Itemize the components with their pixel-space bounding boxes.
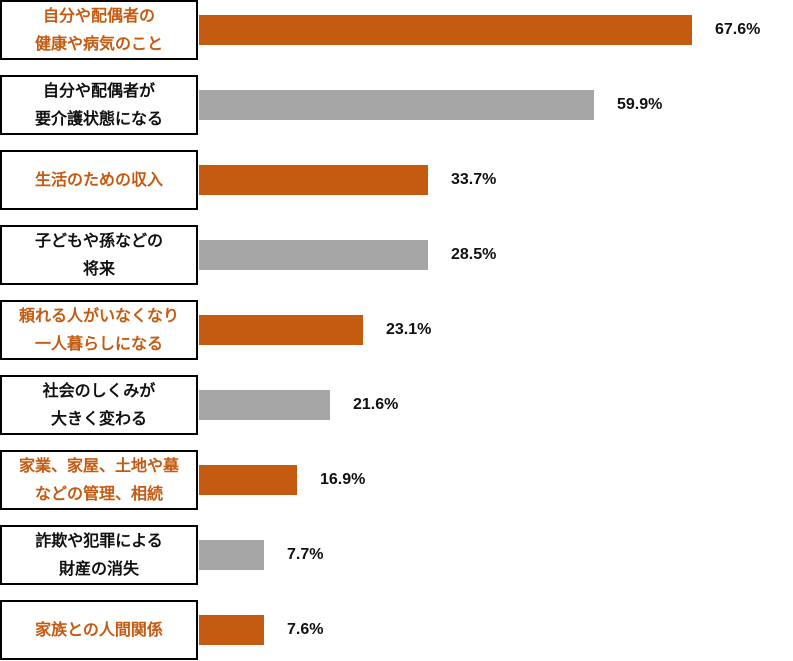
category-label-line: 社会のしくみが: [42, 381, 156, 400]
category-label-line: 一人暮らしになる: [34, 334, 163, 353]
category-label-line: 自分や配偶者が: [42, 81, 155, 100]
category-label-line: 家業、家屋、土地や墓: [18, 456, 179, 475]
chart-row: 家族との人間関係 7.6%: [0, 600, 793, 660]
category-label-box: 自分や配偶者の 健康や病気のこと: [0, 0, 198, 60]
category-label-line: 詐欺や犯罪による: [35, 531, 163, 550]
value-label: 23.1%: [386, 321, 432, 338]
value-label: 28.5%: [451, 246, 497, 263]
value-label: 33.7%: [451, 171, 497, 188]
category-label-line: などの管理、相続: [34, 484, 163, 503]
category-label-box: 頼れる人がいなくなり 一人暮らしになる: [0, 300, 198, 360]
category-label-line: 生活のための収入: [34, 170, 163, 189]
category-label-line: 家族との人間関係: [35, 620, 163, 639]
bar-orange: [199, 315, 363, 345]
category-label-line: 健康や病気のこと: [34, 34, 163, 53]
chart-row: 頼れる人がいなくなり 一人暮らしになる 23.1%: [0, 300, 793, 360]
chart-row: 詐欺や犯罪による 財産の消失 7.7%: [0, 525, 793, 585]
value-label: 7.6%: [287, 621, 324, 638]
category-label-box: 家族との人間関係: [0, 600, 198, 660]
chart-row: 自分や配偶者の 健康や病気のこと 67.6%: [0, 0, 793, 60]
chart-row: 自分や配偶者が 要介護状態になる 59.9%: [0, 75, 793, 135]
value-label: 7.7%: [287, 546, 324, 563]
category-label-line: 頼れる人がいなくなり: [18, 306, 179, 325]
chart-row: 家業、家屋、土地や墓 などの管理、相続 16.9%: [0, 450, 793, 510]
value-label: 16.9%: [320, 471, 366, 488]
bar-orange: [199, 165, 428, 195]
value-label: 59.9%: [617, 96, 663, 113]
chart-row: 生活のための収入 33.7%: [0, 150, 793, 210]
bar-orange: [199, 615, 264, 645]
category-label-box: 生活のための収入: [0, 150, 198, 210]
category-label-line: 将来: [82, 259, 115, 278]
bar-orange: [199, 465, 297, 495]
value-label: 21.6%: [353, 396, 399, 413]
category-label-line: 大きく変わる: [50, 409, 147, 428]
category-label-box: 家業、家屋、土地や墓 などの管理、相続: [0, 450, 198, 510]
bar-gray: [199, 390, 330, 420]
bar-orange: [199, 15, 692, 45]
category-label-line: 子どもや孫などの: [34, 231, 163, 250]
category-label-line: 自分や配偶者の: [42, 6, 155, 25]
category-label-box: 社会のしくみが 大きく変わる: [0, 375, 198, 435]
category-label-line: 要介護状態になる: [34, 109, 163, 128]
chart-row: 子どもや孫などの 将来 28.5%: [0, 225, 793, 285]
category-label-box: 子どもや孫などの 将来: [0, 225, 198, 285]
category-label-box: 自分や配偶者が 要介護状態になる: [0, 75, 198, 135]
category-label-line: 財産の消失: [58, 559, 139, 578]
bar-gray: [199, 540, 264, 570]
chart-row: 社会のしくみが 大きく変わる 21.6%: [0, 375, 793, 435]
category-label-box: 詐欺や犯罪による 財産の消失: [0, 525, 198, 585]
bar-gray: [199, 240, 428, 270]
value-label: 67.6%: [715, 21, 761, 38]
bar-gray: [199, 90, 594, 120]
